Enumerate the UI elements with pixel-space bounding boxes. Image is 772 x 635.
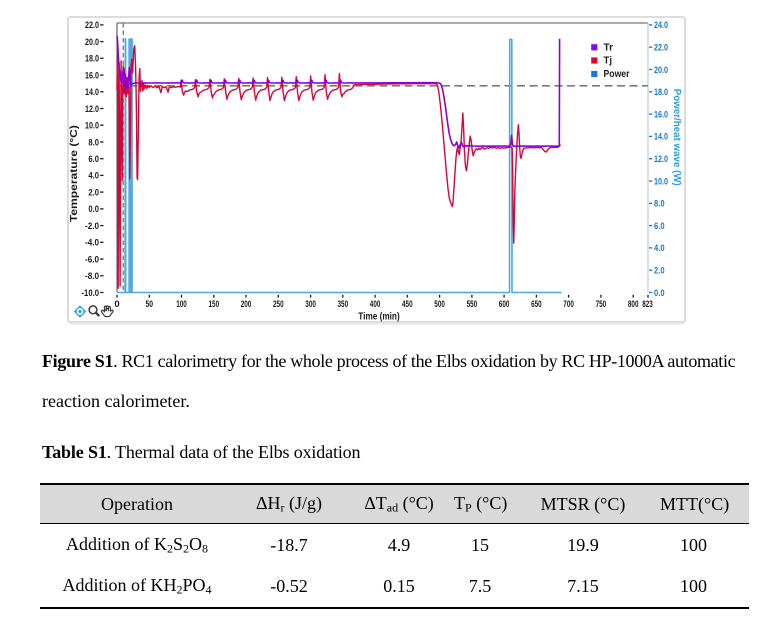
- svg-text:500: 500: [434, 299, 445, 310]
- svg-text:10.0: 10.0: [654, 176, 668, 187]
- svg-text:10.0: 10.0: [85, 121, 99, 132]
- svg-text:150: 150: [209, 299, 220, 310]
- svg-text:-6.0: -6.0: [85, 254, 99, 265]
- svg-text:22.0: 22.0: [654, 43, 668, 54]
- svg-text:6.0: 6.0: [88, 154, 99, 165]
- svg-text:4.0: 4.0: [88, 171, 99, 182]
- svg-text:-2.0: -2.0: [85, 221, 99, 232]
- svg-text:-8.0: -8.0: [85, 271, 99, 282]
- svg-text:2.0: 2.0: [88, 187, 99, 198]
- svg-text:0: 0: [114, 299, 119, 310]
- svg-text:Tj: Tj: [604, 56, 613, 67]
- svg-text:2.0: 2.0: [654, 266, 665, 277]
- svg-text:750: 750: [596, 299, 607, 310]
- svg-text:4.0: 4.0: [654, 243, 665, 254]
- svg-text:450: 450: [402, 299, 413, 310]
- svg-text:0.0: 0.0: [654, 288, 665, 299]
- svg-text:600: 600: [499, 299, 510, 310]
- svg-text:Tr: Tr: [604, 42, 614, 53]
- svg-text:823: 823: [642, 299, 653, 310]
- svg-text:Power: Power: [604, 69, 630, 80]
- svg-text:100: 100: [176, 299, 187, 310]
- svg-text:12.0: 12.0: [85, 104, 99, 115]
- svg-text:14.0: 14.0: [85, 87, 99, 98]
- svg-text:18.0: 18.0: [654, 87, 668, 98]
- svg-text:650: 650: [531, 299, 542, 310]
- svg-text:Power/heat wave (W): Power/heat wave (W): [671, 89, 682, 186]
- svg-text:8.0: 8.0: [88, 137, 99, 148]
- svg-text:300: 300: [305, 299, 316, 310]
- svg-text:350: 350: [338, 299, 349, 310]
- svg-text:16.0: 16.0: [85, 70, 99, 81]
- svg-text:200: 200: [241, 299, 252, 310]
- svg-text:16.0: 16.0: [654, 109, 668, 120]
- svg-text:Time (min): Time (min): [358, 312, 399, 323]
- svg-text:6.0: 6.0: [654, 221, 665, 232]
- svg-text:18.0: 18.0: [85, 54, 99, 65]
- svg-text:250: 250: [273, 299, 284, 310]
- svg-text:700: 700: [563, 299, 574, 310]
- svg-text:24.0: 24.0: [654, 20, 668, 31]
- svg-text:400: 400: [370, 299, 381, 310]
- svg-text:20.0: 20.0: [85, 37, 99, 48]
- svg-text:800: 800: [628, 299, 639, 310]
- svg-text:14.0: 14.0: [654, 132, 668, 143]
- svg-text:-4.0: -4.0: [85, 238, 99, 249]
- svg-text:20.0: 20.0: [654, 65, 668, 76]
- svg-text:50: 50: [146, 299, 154, 310]
- svg-text:22.0: 22.0: [85, 20, 99, 31]
- svg-text:12.0: 12.0: [654, 154, 668, 165]
- svg-text:Temperature (°C): Temperature (°C): [69, 125, 80, 222]
- svg-text:550: 550: [467, 299, 478, 310]
- svg-text:8.0: 8.0: [654, 199, 665, 210]
- svg-text:-10.0: -10.0: [82, 288, 100, 299]
- svg-text:0.0: 0.0: [88, 204, 99, 215]
